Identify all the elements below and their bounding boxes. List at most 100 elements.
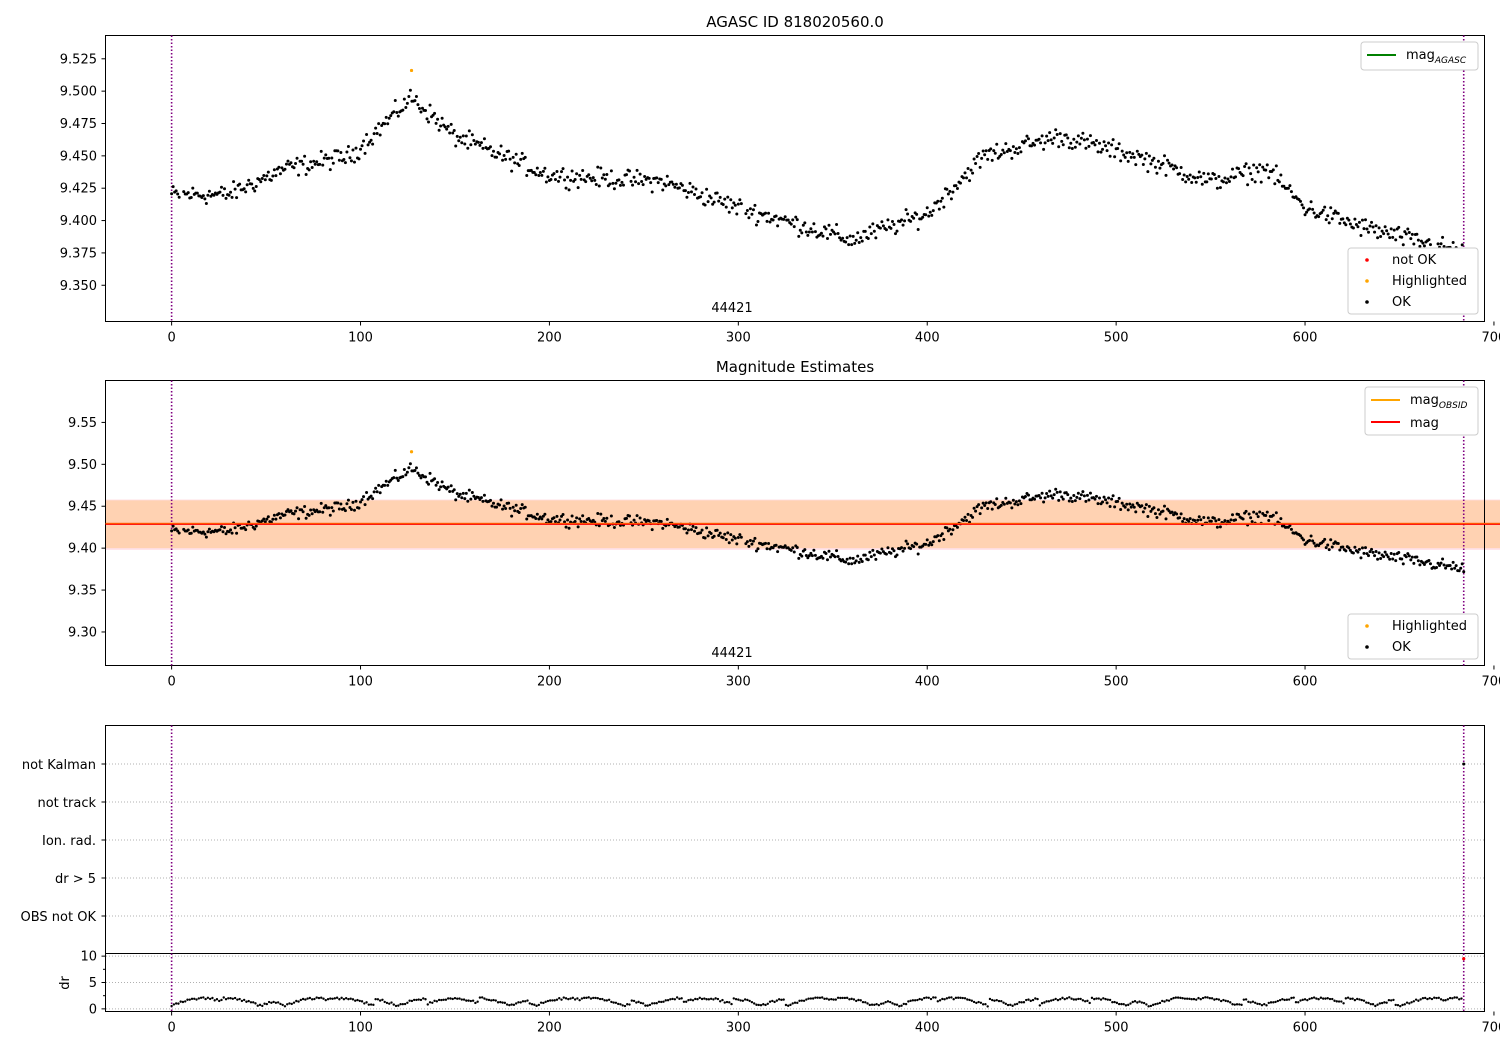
dr-point (558, 997, 561, 1000)
data-point-ok (294, 161, 298, 165)
data-point-ok (1231, 513, 1235, 517)
data-point-ok (1309, 200, 1313, 204)
dr-point (1117, 1002, 1121, 1006)
dr-point (1022, 1001, 1026, 1004)
data-point-ok (872, 229, 876, 233)
dr-point (1342, 1002, 1345, 1005)
data-point-ok (304, 516, 308, 520)
data-point-ok (207, 189, 211, 193)
dr-point (748, 999, 751, 1003)
data-point-ok (1410, 555, 1414, 559)
data-point-ok (983, 153, 987, 157)
dr-point (1303, 998, 1307, 1001)
dr-point (598, 997, 602, 1001)
dr-point (1210, 997, 1214, 1000)
data-point-ok (833, 555, 837, 559)
data-point-ok (949, 532, 953, 536)
x-tick-label: 100 (348, 331, 373, 346)
data-point-ok (937, 539, 941, 543)
dr-point (220, 998, 223, 1002)
dr-point (959, 996, 962, 1000)
data-point-ok (600, 519, 604, 523)
data-point-ok (958, 181, 962, 185)
data-point-ok (750, 212, 754, 216)
data-point-ok (829, 555, 833, 559)
dr-point (301, 997, 305, 1001)
data-point-ok (238, 182, 242, 186)
data-point-ok (541, 169, 545, 173)
dr-point (650, 1002, 654, 1005)
dr-point (1079, 997, 1082, 1001)
data-point-ok (655, 176, 659, 180)
data-point-ok (277, 165, 281, 169)
dr-point (1145, 1003, 1148, 1006)
data-point-ok (1451, 560, 1455, 564)
data-point-ok (230, 195, 234, 199)
dr-point (1315, 997, 1318, 1000)
dr-point (877, 1003, 881, 1007)
y-tick-label: 9.375 (60, 246, 97, 261)
data-point-ok (1436, 561, 1440, 565)
data-point-ok (789, 548, 793, 552)
data-point-ok (981, 501, 985, 505)
dr-point (571, 996, 575, 1000)
data-point-ok (424, 475, 428, 479)
data-point-ok (428, 103, 432, 107)
data-point-ok (1197, 515, 1201, 519)
data-point-ok (909, 547, 913, 551)
dr-point (306, 997, 309, 1000)
dr-point (249, 1001, 253, 1004)
dr-point (510, 1003, 513, 1006)
dr-point (1435, 996, 1438, 1000)
data-point-ok (552, 516, 556, 520)
data-point-ok (916, 228, 920, 232)
data-point-ok (331, 161, 335, 165)
data-point-ok (1247, 512, 1251, 516)
dr-point (802, 999, 806, 1002)
legend-marker-not-ok (1365, 258, 1369, 262)
data-point-ok (671, 182, 675, 186)
data-point-ok (965, 519, 969, 523)
dr-point (573, 998, 577, 1001)
data-point-ok (1023, 495, 1027, 499)
data-point-ok (797, 556, 801, 560)
data-point-ok (634, 180, 638, 184)
dr-point (791, 1002, 794, 1005)
data-point-ok (1152, 156, 1156, 160)
dr-point (548, 999, 552, 1002)
data-point-ok (359, 500, 363, 504)
data-point-ok (1048, 489, 1052, 493)
data-point-ok (889, 551, 893, 555)
data-point-ok (1209, 519, 1213, 523)
data-point-ok (383, 483, 387, 487)
data-point-ok (765, 219, 769, 223)
dr-point (610, 1000, 613, 1004)
data-point-ok (791, 546, 795, 550)
data-point-ok (563, 520, 567, 524)
data-point-ok (1428, 243, 1432, 247)
data-point-ok (1135, 501, 1139, 505)
dr-point (1383, 1001, 1386, 1004)
data-point-ok (712, 200, 716, 204)
dr-point (596, 996, 599, 1000)
dr-point (224, 998, 228, 1001)
dr-point (1389, 999, 1393, 1002)
data-point-ok (303, 154, 307, 158)
data-point-ok (813, 553, 817, 557)
data-point-ok (534, 516, 538, 520)
y-tick-label: 9.35 (68, 584, 97, 599)
dr-point (424, 998, 427, 1001)
data-point-ok (735, 542, 739, 546)
data-point-ok (854, 238, 858, 242)
data-point-ok (1441, 557, 1445, 561)
data-point-ok (940, 196, 944, 200)
data-point-ok (1407, 554, 1411, 558)
dr-point (1045, 1000, 1048, 1003)
dr-point (592, 996, 595, 1000)
dr-point (1213, 998, 1216, 1001)
dr-point (1054, 997, 1057, 1001)
data-point-ok (1117, 496, 1121, 500)
data-point-ok (467, 129, 471, 133)
dr-point (492, 998, 495, 1002)
data-point-ok (1212, 516, 1216, 520)
